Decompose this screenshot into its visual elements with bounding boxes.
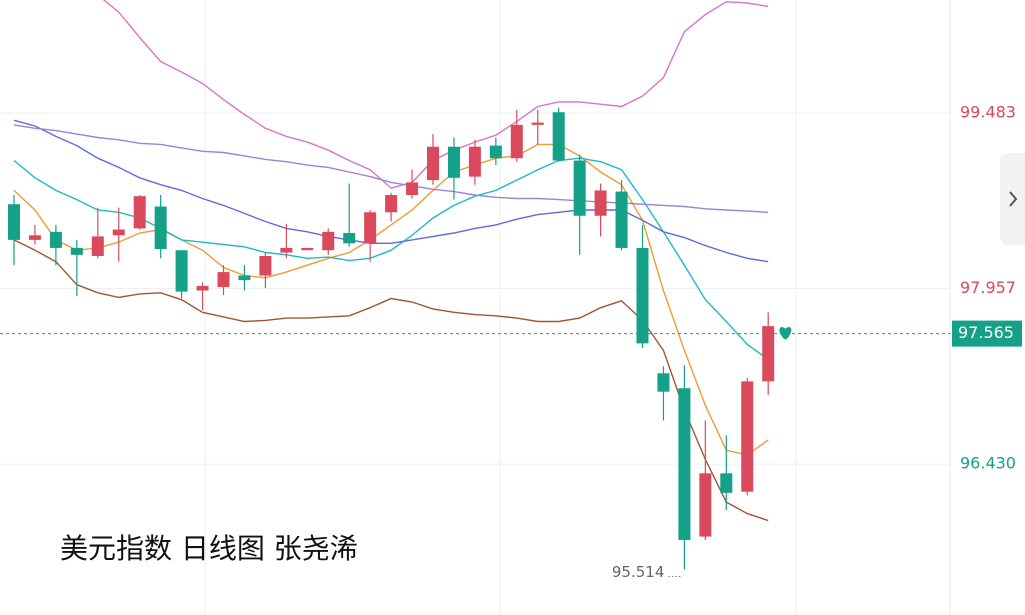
last-price-label: 97.565 [958,323,1014,342]
candle-body [615,191,628,248]
chevron-icon [1009,191,1018,207]
chart-title: 美元指数 日线图 张尧浠 [60,532,358,565]
plot-area [0,0,950,570]
candle-body [8,204,20,240]
last-price-box [952,320,1022,347]
candle-body [154,206,167,250]
indicator-line [102,0,769,189]
candle-body [385,195,398,213]
indicator-line [13,124,769,213]
candle-body [489,145,502,159]
candle-body [741,381,754,492]
candle-body [699,473,712,537]
candle-body [594,190,607,216]
candle-body [447,146,460,178]
candle-body [468,146,481,177]
candle-body [91,236,104,256]
candle-body [636,247,649,344]
candle-body [49,231,62,248]
y-tick-label: 96.430 [960,454,1016,473]
candle-body [217,272,230,288]
indicator-line [13,239,769,522]
candle-body [280,247,293,253]
candle-body [343,232,356,244]
candle-body [364,212,377,244]
candle-body [259,255,272,276]
candle-body [238,275,251,281]
candle-body [322,231,335,251]
candle-body [70,247,83,255]
low-label: 95.514 [612,563,665,581]
y-tick-label: 97.957 [960,278,1016,297]
candle-body [112,229,125,236]
candle-body [531,122,544,125]
candle-body [196,285,209,291]
last-price-marker [779,327,792,340]
candle-body [175,250,188,292]
candle-body [678,388,691,541]
candle-body [720,473,733,493]
y-tick-label: 99.483 [960,103,1016,122]
candle-body [552,112,565,161]
candle-body [510,124,523,159]
candle-body [301,247,314,251]
candle-body [427,146,439,181]
candle-body [573,160,586,216]
side-panel-button[interactable] [1000,153,1025,245]
candle-body [133,196,146,229]
indicator-line [13,143,769,456]
candle-body [28,235,41,240]
candle-body [406,182,419,196]
candle-body [762,326,775,382]
candle-body [657,373,670,392]
indicator-line [13,119,769,263]
